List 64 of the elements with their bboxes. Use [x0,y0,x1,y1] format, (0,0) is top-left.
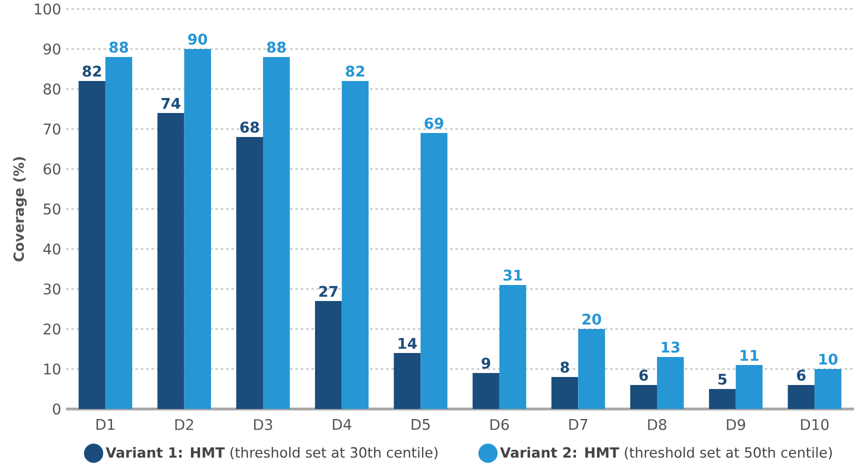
bar [263,56,290,409]
y-tick-label: 30 [44,283,60,295]
bar [657,356,684,409]
y-tick-label: 70 [44,123,60,135]
bar [184,48,211,409]
data-label: 9 [482,358,490,369]
bar [630,384,657,409]
bar [157,112,184,409]
data-label: 82 [82,66,101,77]
bar [315,300,342,409]
data-label: 6 [639,370,648,381]
data-label: 90 [188,34,208,45]
bar [578,328,605,409]
x-tick-label: D5 [412,419,430,430]
y-tick-label: 10 [44,363,60,375]
y-tick-label: 20 [44,323,60,335]
data-label: 69 [424,118,444,129]
data-label: 14 [398,338,417,349]
bar [420,132,448,409]
data-label: 10 [819,354,838,365]
data-label: 68 [240,122,259,133]
bar [551,376,578,409]
x-tick-label: D4 [332,419,352,430]
bar [709,388,736,409]
bar [814,368,842,409]
data-label: 88 [110,42,128,53]
x-tick-label: D2 [175,419,194,430]
data-label: 11 [740,350,758,361]
legend-label: Variant 2: HMT (threshold set at 50th centile) [500,446,832,460]
bar [78,80,106,409]
bar [472,372,500,409]
bar [499,284,526,409]
data-label: 13 [662,342,680,353]
y-tick-label: 90 [44,43,60,55]
data-label: 82 [346,66,364,77]
legend-label: Variant 1: HMT (threshold set at 30th centile) [106,446,438,460]
bar [342,80,369,409]
data-label: 6 [797,370,806,381]
bar [236,136,264,409]
y-axis-title: Coverage (%) [13,157,27,262]
bar [394,352,421,409]
x-tick-label: D10 [801,419,829,430]
data-label: 5 [718,374,726,385]
x-tick-label: D1 [96,419,114,430]
bar [105,56,132,409]
y-tick-label: 60 [44,163,60,175]
data-label: 74 [162,98,180,109]
x-tick-label: D8 [648,419,666,430]
x-tick-label: D6 [490,419,509,430]
data-label: 88 [267,42,286,53]
y-tick-label: 40 [43,243,60,255]
y-tick-label: 0 [52,403,60,415]
y-tick-label: 80 [44,83,60,95]
bar [736,364,763,409]
x-tick-label: D7 [569,419,588,430]
y-tick-label: 100 [34,3,60,15]
y-tick-label: 50 [44,203,60,215]
data-label: 27 [319,286,338,297]
data-label: 20 [582,314,602,325]
data-label: 31 [504,270,522,281]
bar [788,384,815,409]
data-label: 8 [560,362,569,373]
x-tick-label: D3 [254,419,272,430]
x-tick-label: D9 [726,419,746,430]
